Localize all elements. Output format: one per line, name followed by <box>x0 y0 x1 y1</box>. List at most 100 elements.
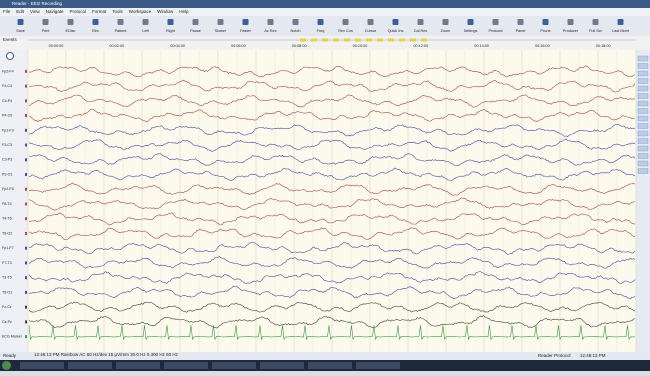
ruler-time: 00:06:00 <box>231 44 246 48</box>
taskbar-item[interactable] <box>212 362 256 369</box>
side-button[interactable] <box>638 56 648 61</box>
toolbar-button[interactable]: Rec <box>92 29 99 33</box>
toolbar-icon[interactable] <box>243 19 249 25</box>
toolbar-icon[interactable] <box>518 19 524 25</box>
side-button[interactable] <box>638 161 648 166</box>
taskbar-item[interactable] <box>68 362 112 369</box>
toolbar-icon[interactable] <box>343 19 349 25</box>
toolbar-icon[interactable] <box>118 19 124 25</box>
toolbar-icon[interactable] <box>43 19 49 25</box>
toolbar-button[interactable]: EDisc <box>66 29 76 33</box>
side-button[interactable] <box>638 94 648 99</box>
menu-item[interactable]: View <box>30 9 40 14</box>
toolbar-button[interactable]: Left <box>142 29 149 33</box>
toolbar-icon[interactable] <box>543 19 549 25</box>
toolbar-button[interactable]: Last Mont <box>612 29 630 33</box>
side-button[interactable] <box>638 86 648 91</box>
toolbar-button[interactable]: Prune <box>540 29 550 33</box>
side-button[interactable] <box>638 101 648 106</box>
menu-item[interactable]: Tools <box>112 9 123 14</box>
toolbar-icon[interactable] <box>68 19 74 25</box>
side-button[interactable] <box>638 64 648 69</box>
channel-marker <box>25 232 27 235</box>
toolbar-button[interactable]: Full Scr <box>589 29 603 33</box>
toolbar-icon[interactable] <box>143 19 149 25</box>
toolbar-button[interactable]: Print <box>42 29 51 33</box>
taskbar-item[interactable] <box>20 362 64 369</box>
side-button[interactable] <box>638 124 648 129</box>
taskbar-item[interactable] <box>308 362 352 369</box>
menu-item[interactable]: Workspace <box>129 9 152 14</box>
menu-item[interactable]: File <box>3 9 11 14</box>
menu-item[interactable]: Navigate <box>46 9 64 14</box>
channel-marker <box>25 99 27 102</box>
menu-item[interactable]: Window <box>157 9 174 14</box>
toolbar-button[interactable]: Rev Con <box>338 29 353 33</box>
side-button[interactable] <box>638 79 648 84</box>
event-marker <box>322 39 328 42</box>
side-button[interactable] <box>638 169 648 174</box>
toolbar-button[interactable]: Right <box>166 29 176 33</box>
toolbar-icon[interactable] <box>443 19 449 25</box>
taskbar-item[interactable] <box>260 362 304 369</box>
side-button[interactable] <box>638 71 648 76</box>
channel-marker <box>25 217 27 220</box>
toolbar-icon[interactable] <box>168 19 174 25</box>
toolbar-icon[interactable] <box>418 19 424 25</box>
side-button[interactable] <box>638 146 648 151</box>
side-button[interactable] <box>638 116 648 121</box>
event-marker <box>366 39 372 42</box>
toolbar-icon[interactable] <box>493 19 499 25</box>
status-info: 12:46:13 PM Rainbow AC 60 Hz/dev 15 µV/m… <box>34 352 179 357</box>
toolbar-icon[interactable] <box>268 19 274 25</box>
toolbar-icon[interactable] <box>18 19 24 25</box>
channel-marker <box>25 70 27 73</box>
ruler-time: 00:04:00 <box>170 44 185 48</box>
menu-item[interactable]: Format <box>92 9 107 14</box>
toolbar-icon[interactable] <box>618 19 624 25</box>
toolbar-button[interactable]: Quick Ins <box>388 29 404 33</box>
channel-marker <box>25 320 27 323</box>
toolbar-icon[interactable] <box>468 19 474 25</box>
toolbar-button[interactable]: Faster <box>240 29 251 33</box>
toolbar-button[interactable]: Freq <box>317 29 325 33</box>
menu-item[interactable]: Edit <box>16 9 25 14</box>
side-button[interactable] <box>638 109 648 114</box>
toolbar-button[interactable]: Panel <box>516 29 526 33</box>
toolbar-button[interactable]: Pause <box>190 29 201 33</box>
channel-label: C3-P3 <box>2 158 12 162</box>
toolbar-button[interactable]: Save <box>16 29 25 33</box>
menu-item[interactable]: Protocol <box>69 9 86 14</box>
toolbar-button[interactable]: Producer <box>563 29 579 33</box>
side-button[interactable] <box>638 139 648 144</box>
channel-label: Fp2-F4 <box>2 69 14 73</box>
toolbar-button[interactable]: Settings <box>464 29 478 33</box>
toolbar-button[interactable]: Az Rec <box>264 29 276 33</box>
toolbar-button[interactable]: Patient <box>115 29 128 33</box>
toolbar-icon[interactable] <box>568 19 574 25</box>
toolbar-button[interactable]: Cal Rec <box>414 29 428 33</box>
toolbar-icon[interactable] <box>368 19 374 25</box>
toolbar-icon[interactable] <box>218 19 224 25</box>
start-button[interactable] <box>2 361 11 370</box>
toolbar-button[interactable]: Cursor <box>365 29 377 33</box>
channel-label: Fz-Cz <box>2 305 12 309</box>
menu-item[interactable]: Help <box>179 9 189 14</box>
toolbar-icon[interactable] <box>93 19 99 25</box>
side-button[interactable] <box>638 154 648 159</box>
toolbar-button[interactable]: Zoom <box>441 29 451 33</box>
toolbar-icon[interactable] <box>293 19 299 25</box>
toolbar-icon[interactable] <box>393 19 399 25</box>
taskbar-item[interactable] <box>164 362 208 369</box>
toolbar-icon[interactable] <box>593 19 599 25</box>
taskbar-item[interactable] <box>356 362 400 369</box>
taskbar-item[interactable] <box>116 362 160 369</box>
toolbar-button[interactable]: Notch <box>291 29 301 33</box>
toolbar-button[interactable]: Slower <box>215 29 227 33</box>
montage-button[interactable] <box>7 53 14 60</box>
side-button[interactable] <box>638 131 648 136</box>
ruler-time: 00:00:00 <box>49 44 64 48</box>
toolbar-icon[interactable] <box>318 19 324 25</box>
toolbar-icon[interactable] <box>193 19 199 25</box>
toolbar-button[interactable]: Protocol <box>489 29 503 33</box>
